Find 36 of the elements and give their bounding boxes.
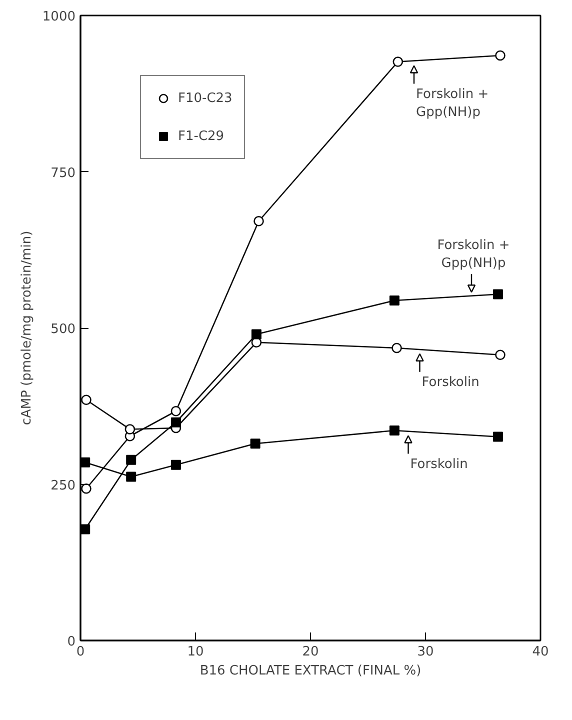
point (126, 472, 136, 482)
y-tick-label: 750 (50, 166, 76, 181)
x-tick-label: 40 (532, 644, 549, 660)
y-tick-label: 0 (67, 634, 76, 650)
point (492, 289, 503, 300)
annotation: Forskolin (410, 456, 468, 472)
y-tick-label: 250 (50, 478, 76, 494)
y-tick-label: 500 (50, 322, 76, 337)
point (250, 438, 260, 449)
point (495, 350, 506, 360)
annotation: Forskolin (422, 374, 480, 390)
x-tick-label: 20 (302, 644, 319, 660)
point (254, 216, 264, 226)
point (495, 50, 506, 61)
point (126, 454, 136, 465)
x-tick-label: 30 (417, 644, 434, 660)
point (124, 424, 136, 434)
point (170, 417, 181, 428)
point (81, 483, 92, 494)
y-tick-label: 1000 (42, 10, 76, 24)
point (251, 329, 262, 340)
point (389, 426, 400, 436)
y-axis-title: cAMP (pmole/mg protein/min) (19, 230, 34, 426)
annotation: Forskolin + Gpp(NH)p (416, 86, 489, 120)
x-tick-label: 10 (187, 644, 204, 660)
point (81, 394, 92, 406)
legend-label: F10-C23 (178, 90, 232, 106)
point (392, 56, 404, 67)
point (392, 342, 402, 354)
point (170, 460, 181, 470)
legend-label: F1-C29 (178, 128, 224, 144)
point (492, 432, 503, 442)
x-axis-title: B16 CHOLATE EXTRACT (FINAL %) (200, 664, 422, 678)
point (389, 296, 400, 306)
point (170, 406, 182, 416)
annotation: Forskolin + Gpp(NH)p (437, 238, 510, 272)
